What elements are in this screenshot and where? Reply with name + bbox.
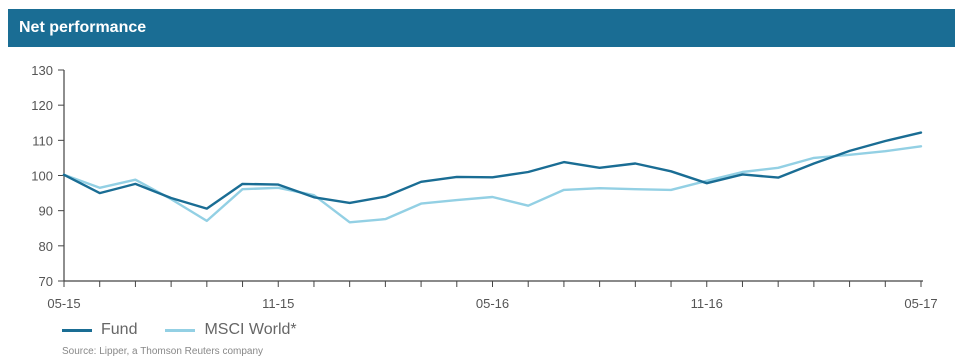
x-tick-label: 11-16 [691,296,723,311]
y-tick-label: 80 [39,239,53,254]
legend-label-fund: Fund [101,321,138,338]
chart-header: Net performance [8,9,955,47]
y-tick-label: 130 [31,63,53,78]
y-tick-label: 90 [39,204,53,219]
x-tick-label: 05-15 [47,296,80,311]
chart-title: Net performance [19,19,147,36]
y-tick-label: 70 [39,274,53,289]
y-tick-label: 110 [32,133,53,148]
legend-label-msci-world: MSCI World* [204,321,297,338]
chart-legend: Fund MSCI World* [62,320,325,340]
source-note: Source: Lipper, a Thomson Reuters compan… [62,346,264,357]
legend-item-fund: Fund [62,321,137,339]
chart-axes: 70 80 90 100 110 120 130 05-15 11-15 05-16 11-16 05… [31,63,937,311]
x-tick-label: 05-16 [476,296,509,311]
legend-item-msci-world: MSCI World* [165,321,297,339]
series-line-msci-world [62,145,923,224]
x-tick-label: 11-15 [262,296,294,311]
x-tick-label: 05-17 [904,296,937,311]
legend-swatch-fund [62,328,92,332]
series-layer [62,131,923,224]
series-line-fund [62,131,923,210]
legend-swatch-msci-world [165,328,196,332]
y-tick-label: 100 [31,169,53,184]
y-tick-label: 120 [31,98,53,113]
